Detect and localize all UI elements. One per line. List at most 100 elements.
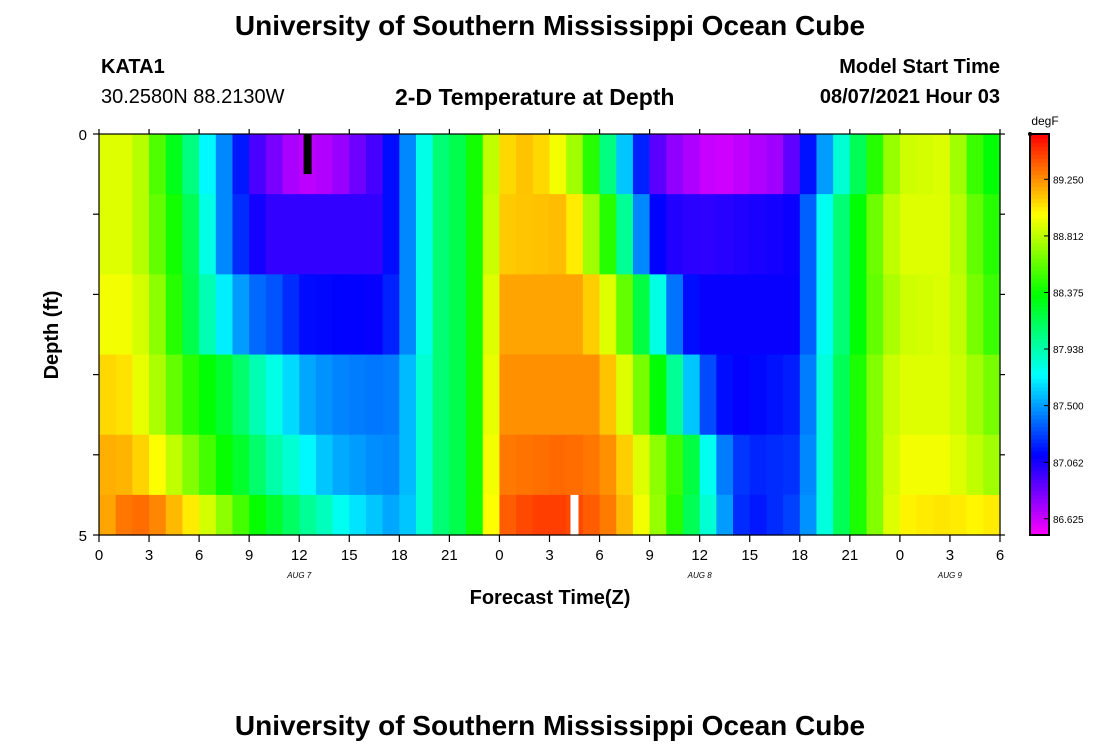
colorbar-tick-label: 88.812 xyxy=(1053,232,1084,243)
heatmap-cell xyxy=(99,354,117,436)
x-tick-label: 6 xyxy=(595,547,603,564)
x-tick-label: 0 xyxy=(495,547,503,564)
heatmap-cell xyxy=(866,274,884,356)
colorbar-segment xyxy=(1030,378,1049,384)
heatmap-cell xyxy=(482,134,501,195)
heatmap-cell xyxy=(165,354,184,436)
heatmap-cell xyxy=(966,274,984,356)
heatmap-cell xyxy=(549,434,567,496)
heatmap-cell xyxy=(632,434,651,496)
heatmap-cell xyxy=(399,194,417,275)
heatmap-cell xyxy=(716,354,734,436)
colorbar-segment xyxy=(1030,250,1049,255)
heatmap-cell xyxy=(816,434,834,496)
heatmap-cell xyxy=(949,494,968,536)
x-tick-label: 6 xyxy=(195,547,203,564)
colorbar-segment xyxy=(1030,422,1049,428)
heatmap-cell xyxy=(132,134,150,195)
heatmap-markers xyxy=(303,134,579,535)
heatmap-cell xyxy=(182,134,200,195)
heatmap-cell xyxy=(566,134,584,195)
colorbar-segment xyxy=(1030,262,1049,267)
x-tick-label: 12 xyxy=(291,547,308,564)
x-tick-label: 12 xyxy=(691,547,708,564)
heatmap-cell xyxy=(799,274,818,356)
heatmap-cell xyxy=(949,434,968,496)
heatmap-cell xyxy=(382,134,400,195)
colorbar-tick-label: 86.625 xyxy=(1053,515,1084,526)
colorbar-segment xyxy=(1030,142,1049,147)
heatmap-cell xyxy=(115,194,133,275)
heatmap-cell xyxy=(766,194,784,275)
heatmap-cell xyxy=(783,434,801,496)
heatmap-cell xyxy=(599,494,617,536)
heatmap-cell xyxy=(399,134,417,195)
heatmap-cell xyxy=(149,194,167,275)
heatmap-cell xyxy=(115,494,133,536)
heatmap-cell xyxy=(215,354,234,436)
heatmap-cell xyxy=(916,134,934,195)
colorbar-tick-label: 87.500 xyxy=(1053,402,1084,413)
colorbar-segment xyxy=(1030,290,1049,295)
colorbar-segment xyxy=(1030,410,1049,416)
x-tick-label: 15 xyxy=(341,547,358,564)
colorbar-tick-label: 88.375 xyxy=(1053,288,1084,299)
x-tick-label: 21 xyxy=(441,547,458,564)
heatmap-cell xyxy=(232,134,250,195)
heatmap-cell xyxy=(165,494,184,536)
colorbar-segment xyxy=(1030,222,1049,227)
heatmap-cell xyxy=(816,274,834,356)
colorbar-segment xyxy=(1030,302,1049,308)
colorbar-segment xyxy=(1030,358,1049,364)
heatmap-cell xyxy=(349,354,367,436)
colorbar-segment xyxy=(1030,438,1049,444)
heatmap-cell xyxy=(149,274,167,356)
colorbar-segment xyxy=(1030,370,1049,376)
heatmap-cell xyxy=(983,354,1001,436)
colorbar-segment xyxy=(1030,134,1049,139)
colorbar-segment xyxy=(1030,406,1049,412)
heatmap-cell xyxy=(749,434,768,496)
heatmap-cell xyxy=(349,194,367,275)
heatmap-cell xyxy=(933,194,951,275)
heatmap-cell xyxy=(716,274,734,356)
heatmap-cell xyxy=(933,134,951,195)
x-tick-label: 18 xyxy=(391,547,408,564)
heatmap-cell xyxy=(716,194,734,275)
heatmap-cell xyxy=(833,134,851,195)
colorbar-segment xyxy=(1030,426,1049,432)
heatmap-cell xyxy=(182,354,200,436)
heatmap-cell xyxy=(549,354,567,436)
colorbar-segment xyxy=(1030,506,1049,512)
colorbar-segment xyxy=(1030,494,1049,500)
heatmap-cell xyxy=(699,434,717,496)
heatmap-cell xyxy=(482,494,501,536)
heatmap-cell xyxy=(849,494,868,536)
heatmap-cell xyxy=(799,494,818,536)
colorbar-segment xyxy=(1030,470,1049,476)
heatmap-cell xyxy=(566,274,584,356)
heatmap-cell xyxy=(816,494,834,536)
heatmap-cell xyxy=(199,434,217,496)
colorbar-segment xyxy=(1030,226,1049,231)
heatmap-cell xyxy=(766,134,784,195)
heatmap-cell xyxy=(599,354,617,436)
heatmap-cell xyxy=(265,194,284,275)
colorbar-segment xyxy=(1030,314,1049,320)
heatmap-cell xyxy=(215,274,234,356)
colorbar-segment xyxy=(1030,266,1049,271)
heatmap-cell xyxy=(499,274,517,356)
heatmap-cell xyxy=(716,134,734,195)
heatmap-cell xyxy=(733,354,751,436)
colorbar-segment xyxy=(1030,446,1049,452)
heatmap-cell xyxy=(983,494,1001,536)
heatmap-cell xyxy=(749,354,768,436)
colorbar-segment xyxy=(1030,150,1049,155)
colorbar-segment xyxy=(1030,522,1049,528)
heatmap-cell xyxy=(115,354,133,436)
colorbar-segment xyxy=(1030,354,1049,360)
heatmap-cell xyxy=(783,194,801,275)
heatmap-cell xyxy=(449,354,467,436)
y-axis-label: Depth (ft) xyxy=(41,291,63,380)
heatmap-cell xyxy=(833,274,851,356)
